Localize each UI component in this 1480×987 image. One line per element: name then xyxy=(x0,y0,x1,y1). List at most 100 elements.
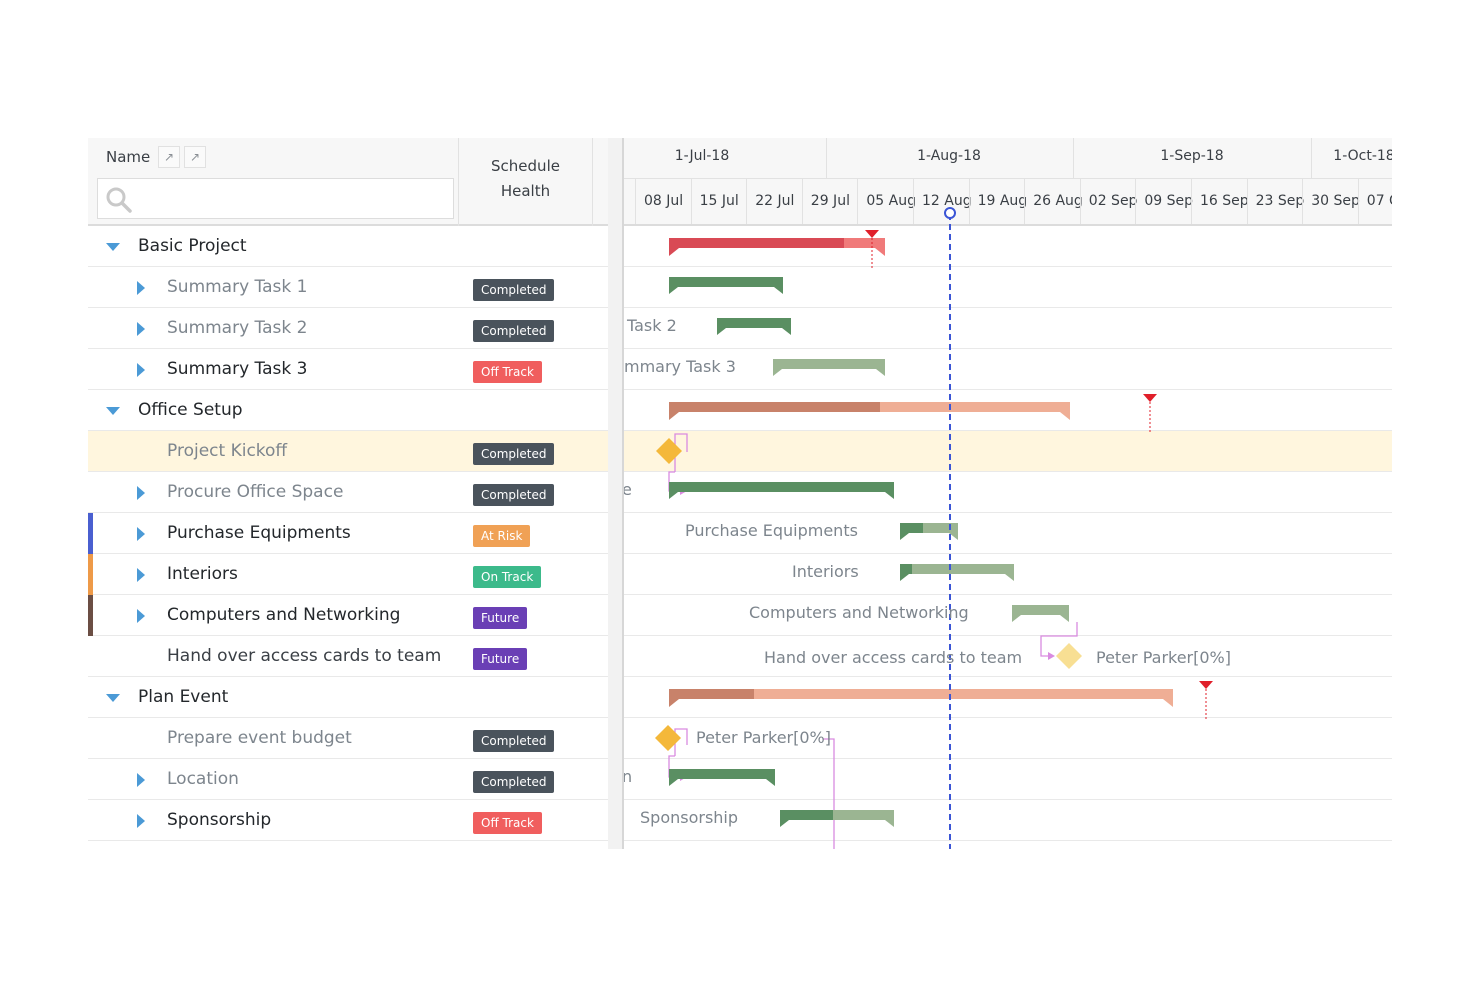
location-progress xyxy=(669,769,775,779)
row-color-marker xyxy=(88,513,93,554)
networking-handover-link xyxy=(1040,622,1078,657)
procure-office-space-start-cap xyxy=(669,492,678,499)
timeline-chart: 1-Jul-18 1-Aug-18 1-Sep-18 1-Oct-18 08 Jul 15… xyxy=(624,138,1392,849)
summary-task-3-end-cap xyxy=(876,369,885,376)
plan-event-bar[interactable] xyxy=(669,689,1173,699)
summary-task-3-start-cap xyxy=(773,369,782,376)
bar-label: Interiors xyxy=(792,562,859,581)
timeline-row xyxy=(624,226,1392,267)
expand-caret-icon[interactable] xyxy=(137,363,145,377)
schedule-health-column-header[interactable]: Schedule Health xyxy=(491,157,560,200)
task-row-basic-project[interactable]: Basic Project xyxy=(88,226,608,267)
prepare-event-budget-milestone[interactable] xyxy=(655,725,681,751)
grid-body: Basic Project Summary Task 1 Completed Summ… xyxy=(88,226,608,849)
timeline-row xyxy=(624,677,1392,718)
collapse-caret-icon[interactable] xyxy=(106,694,120,702)
sponsorship-bar[interactable] xyxy=(780,810,894,820)
task-row-office-setup[interactable]: Office Setup xyxy=(88,390,608,431)
month-label: 1-Sep-18 xyxy=(1160,148,1224,164)
search-box[interactable] xyxy=(97,178,454,219)
bar-label: Task 2 xyxy=(627,316,677,335)
row-color-marker xyxy=(88,554,93,595)
bar-label: Purchase Equipments xyxy=(685,521,858,540)
week-label: 02 Sep xyxy=(1088,193,1138,209)
task-row-sponsorship[interactable]: Sponsorship Off Track xyxy=(88,800,608,841)
task-row-summary-task-1[interactable]: Summary Task 1 Completed xyxy=(88,267,608,308)
interiors-progress xyxy=(900,564,912,574)
status-badge: Completed xyxy=(473,279,555,301)
plan-event-deadline-icon xyxy=(1199,681,1213,689)
plan-event-start-cap xyxy=(669,699,679,707)
month-label: 1-Aug-18 xyxy=(917,148,981,164)
task-name: Location xyxy=(167,769,239,789)
collapse-caret-icon[interactable] xyxy=(106,407,120,415)
computers-and-networking-end-cap xyxy=(1060,615,1069,622)
task-row-computers-and-networking[interactable]: Computers and Networking Future xyxy=(88,595,608,636)
task-row-procure-office-space[interactable]: Procure Office Space Completed xyxy=(88,472,608,513)
hand-over-access-cards-milestone[interactable] xyxy=(1056,643,1082,669)
task-row-summary-task-3[interactable]: Summary Task 3 Off Track xyxy=(88,349,608,390)
gantt-chart: Name ↗ ↗ Schedule Health Basic Project Su… xyxy=(88,138,1392,849)
today-marker-icon xyxy=(944,207,956,219)
task-name: Summary Task 2 xyxy=(167,318,308,338)
interiors-bar[interactable] xyxy=(900,564,1014,574)
summary-task-1-start-cap xyxy=(669,287,678,294)
week-label: 19 Aug xyxy=(977,193,1028,209)
expand-caret-icon[interactable] xyxy=(137,527,145,541)
expand-caret-icon[interactable] xyxy=(137,773,145,787)
collapse-icon[interactable]: ↗ xyxy=(158,146,180,168)
timeline-row xyxy=(624,718,1392,759)
summary-task-2-end-cap xyxy=(782,328,791,335)
computers-and-networking-bar[interactable] xyxy=(1012,605,1069,615)
expand-caret-icon[interactable] xyxy=(137,609,145,623)
budget-box-link xyxy=(674,728,688,756)
task-row-prepare-event-budget[interactable]: Prepare event budget Completed xyxy=(88,718,608,759)
task-name: Sponsorship xyxy=(167,810,272,830)
status-badge: Completed xyxy=(473,730,555,752)
name-column-header[interactable]: Name xyxy=(106,148,151,166)
collapse-caret-icon[interactable] xyxy=(106,243,120,251)
bar-label: Computers and Networking xyxy=(749,603,969,622)
project-kickoff-milestone[interactable] xyxy=(656,438,682,464)
expand-caret-icon[interactable] xyxy=(137,814,145,828)
expand-caret-icon[interactable] xyxy=(137,486,145,500)
week-label: 05 Aug xyxy=(866,193,916,209)
purchase-equipments-bar[interactable] xyxy=(900,523,958,533)
purchase-equipments-start-cap xyxy=(900,533,909,540)
task-row-location[interactable]: Location Completed xyxy=(88,759,608,800)
task-row-project-kickoff[interactable]: Project Kickoff Completed xyxy=(88,431,608,472)
task-row-hand-over-access-cards-to-team[interactable]: Hand over access cards to team Future xyxy=(88,636,608,677)
sponsorship-start-cap xyxy=(780,820,789,827)
procure-office-space-end-cap xyxy=(885,492,894,499)
expand-caret-icon[interactable] xyxy=(137,322,145,336)
basic-project-end-cap xyxy=(875,248,885,256)
grid-splitter[interactable] xyxy=(608,138,624,849)
week-label: 23 Sep xyxy=(1255,193,1305,209)
office-setup-start-cap xyxy=(669,412,679,420)
task-row-plan-event[interactable]: Plan Event xyxy=(88,677,608,718)
grid-header: Name ↗ ↗ Schedule Health xyxy=(88,138,608,226)
week-label: 09 Sep xyxy=(1144,193,1194,209)
task-name: Computers and Networking xyxy=(167,605,401,625)
week-label: 16 Sep xyxy=(1200,193,1249,209)
summary-task-3-bar[interactable] xyxy=(773,359,885,369)
timeline-row xyxy=(624,308,1392,349)
expand-caret-icon[interactable] xyxy=(137,281,145,295)
timeline-row xyxy=(624,759,1392,800)
expand-icon[interactable]: ↗ xyxy=(184,146,206,168)
task-row-interiors[interactable]: Interiors On Track xyxy=(88,554,608,595)
purchase-equipments-end-cap xyxy=(949,533,958,540)
search-input[interactable] xyxy=(138,183,448,214)
timeline-row xyxy=(624,267,1392,308)
timeline-row xyxy=(624,554,1392,595)
status-badge: At Risk xyxy=(473,525,531,547)
status-badge: Completed xyxy=(473,443,555,465)
timeline-row xyxy=(624,390,1392,431)
task-row-purchase-equipments[interactable]: Purchase Equipments At Risk xyxy=(88,513,608,554)
week-label: 29 Jul xyxy=(810,193,850,209)
task-row-summary-task-2[interactable]: Summary Task 2 Completed xyxy=(88,308,608,349)
expand-caret-icon[interactable] xyxy=(137,568,145,582)
timeline-body: Task 2 mmary Task 3 e Purchase Equipments In… xyxy=(624,207,1392,849)
week-label: 22 Jul xyxy=(755,193,795,209)
basic-project-start-cap xyxy=(669,248,679,256)
